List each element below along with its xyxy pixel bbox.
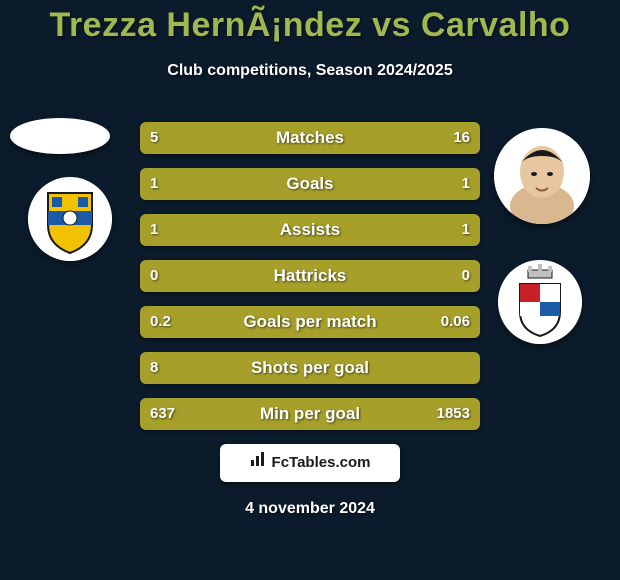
player-right-face-icon <box>494 128 590 224</box>
infographic-date: 4 november 2024 <box>0 500 620 518</box>
title-text: Trezza HernÃ¡ndez vs Carvalho <box>50 6 571 44</box>
date-text: 4 november 2024 <box>245 500 375 517</box>
club-right-crest <box>498 260 582 344</box>
stat-right-value: 1 <box>462 214 470 246</box>
stats-bars: Matches516Goals11Assists11Hattricks00Goa… <box>140 122 480 444</box>
stat-left-value: 1 <box>150 214 158 246</box>
stat-left-value: 8 <box>150 352 158 384</box>
stat-left-value: 1 <box>150 168 158 200</box>
stat-bar: Matches5 16 <box>140 122 480 154</box>
brand-text: FcTables.com <box>272 454 371 471</box>
page-title: Trezza HernÃ¡ndez vs Carvalho <box>0 6 620 45</box>
stat-right-value: 0 <box>462 260 470 292</box>
club-right-shield-icon <box>498 260 582 344</box>
club-left-shield-icon <box>28 177 112 261</box>
stat-bar: Shots per goal8 <box>140 352 480 384</box>
stat-bar-label: Goals per match <box>140 306 480 338</box>
stat-bar-label: Shots per goal <box>140 352 480 384</box>
stat-left-value: 5 <box>150 122 158 154</box>
club-left-crest <box>28 177 112 261</box>
stat-left-value: 0 <box>150 260 158 292</box>
stat-bar: Hattricks0 0 <box>140 260 480 292</box>
comparison-infographic: Trezza HernÃ¡ndez vs Carvalho Club compe… <box>0 0 620 580</box>
brand-chart-icon <box>250 444 268 482</box>
stat-bar-label: Hattricks <box>140 260 480 292</box>
stat-right-value: 1853 <box>437 398 470 430</box>
stat-right-value: 1 <box>462 168 470 200</box>
stat-bar: Goals1 1 <box>140 168 480 200</box>
subtitle: Club competitions, Season 2024/2025 <box>0 62 620 80</box>
stat-bar: Goals per match0.2 0.06 <box>140 306 480 338</box>
stat-bar-label: Min per goal <box>140 398 480 430</box>
stat-left-value: 0.2 <box>150 306 171 338</box>
player-right-avatar <box>494 128 590 224</box>
subtitle-text: Club competitions, Season 2024/2025 <box>167 62 452 79</box>
player-left-avatar <box>10 118 110 154</box>
stat-bar-label: Goals <box>140 168 480 200</box>
stat-left-value: 637 <box>150 398 175 430</box>
stat-bar: Assists1 1 <box>140 214 480 246</box>
stat-bar-label: Assists <box>140 214 480 246</box>
stat-right-value: 0.06 <box>441 306 470 338</box>
brand-badge: FcTables.com <box>220 444 400 482</box>
stat-bar: Min per goal637 1853 <box>140 398 480 430</box>
stat-bar-label: Matches <box>140 122 480 154</box>
stat-right-value: 16 <box>453 122 470 154</box>
